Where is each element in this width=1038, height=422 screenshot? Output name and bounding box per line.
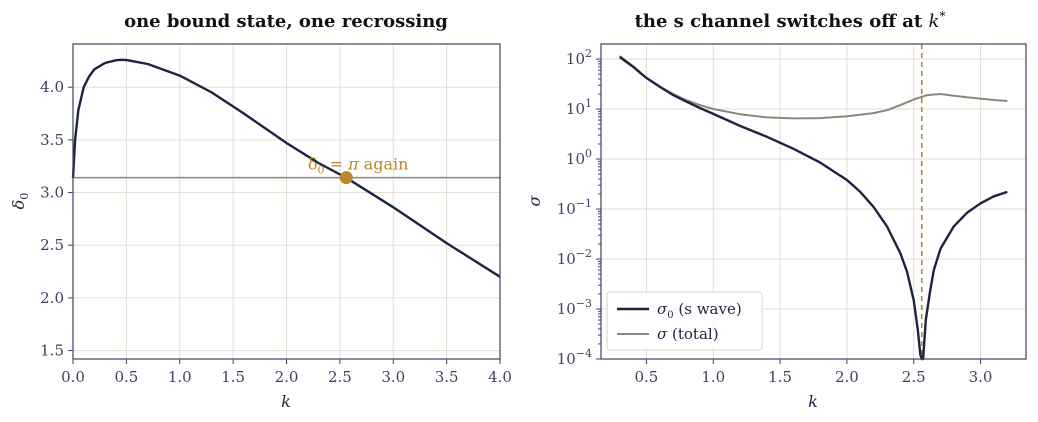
right-x-tick-label: 1.0 xyxy=(701,368,725,386)
right-plot-frame xyxy=(600,43,1027,360)
legend-label-s-wave: σ0 (s wave) xyxy=(657,300,742,321)
left-y-tick-label: 2.0 xyxy=(40,289,64,307)
left-panel: one bound state, one recrossing δ0 = π a… xyxy=(9,11,512,411)
right-x-tick-label: 3.0 xyxy=(969,368,993,386)
left-y-axis-label: δ0 xyxy=(9,193,31,210)
right-y-tick-label: 100 xyxy=(566,147,592,168)
left-x-tick-label: 2.0 xyxy=(275,368,299,386)
right-s-wave-cross-section-curve xyxy=(618,56,1008,361)
left-x-axis-label: k xyxy=(281,392,291,411)
right-x-tick-labels: 0.5 1.0 1.5 2.0 2.5 3.0 xyxy=(635,359,993,386)
legend-box xyxy=(606,291,763,351)
left-annotation: δ0 = π again xyxy=(308,154,409,176)
left-x-tick-label: 3.5 xyxy=(435,368,459,386)
left-x-tick-labels: 0.0 0.5 1.0 1.5 2.0 2.5 3.0 3.5 4.0 xyxy=(61,359,512,386)
left-y-tick-label: 2.5 xyxy=(40,236,64,254)
right-y-axis-label: σ xyxy=(525,194,544,206)
right-panel: the s channel switches off at k* 0.5 1.0 1… xyxy=(525,9,1027,411)
left-chart-title: one bound state, one recrossing xyxy=(124,11,448,32)
left-x-tick-label: 1.0 xyxy=(168,368,192,386)
left-x-tick-label: 4.0 xyxy=(488,368,512,386)
left-x-tick-label: 3.0 xyxy=(381,368,405,386)
right-y-tick-label: 101 xyxy=(566,97,592,118)
left-y-tick-labels: 1.5 2.0 2.5 3.0 3.5 4.0 xyxy=(40,78,73,360)
right-x-axis-label: k xyxy=(808,392,818,411)
right-y-tick-label: 10−4 xyxy=(557,347,592,368)
right-y-tick-label: 10−3 xyxy=(557,297,592,318)
left-x-tick-label: 0.5 xyxy=(114,368,138,386)
left-x-tick-label: 1.5 xyxy=(221,368,245,386)
left-x-tick-label: 0.0 xyxy=(61,368,85,386)
right-x-tick-label: 2.0 xyxy=(835,368,859,386)
right-y-tick-label: 102 xyxy=(566,47,592,68)
left-x-tick-label: 2.5 xyxy=(328,368,352,386)
left-grid xyxy=(72,44,501,359)
right-x-tick-label: 2.5 xyxy=(902,368,926,386)
right-y-tick-label: 10−1 xyxy=(557,197,592,218)
left-y-tick-label: 3.5 xyxy=(40,131,64,149)
right-x-tick-label: 1.5 xyxy=(768,368,792,386)
left-recrossing-marker xyxy=(339,171,353,185)
right-x-tick-label: 0.5 xyxy=(635,368,659,386)
left-y-tick-label: 4.0 xyxy=(40,78,64,96)
right-chart-title: the s channel switches off at k* xyxy=(635,9,946,32)
legend-label-total: σ (total) xyxy=(657,325,719,343)
right-y-tick-labels: 10−4 10−3 10−2 10−1 100 101 102 xyxy=(557,47,601,368)
left-y-tick-label: 3.0 xyxy=(40,184,64,202)
legend: σ0 (s wave) σ (total) xyxy=(606,291,763,351)
right-y-tick-label: 10−2 xyxy=(557,247,592,268)
left-y-tick-label: 1.5 xyxy=(40,342,64,360)
